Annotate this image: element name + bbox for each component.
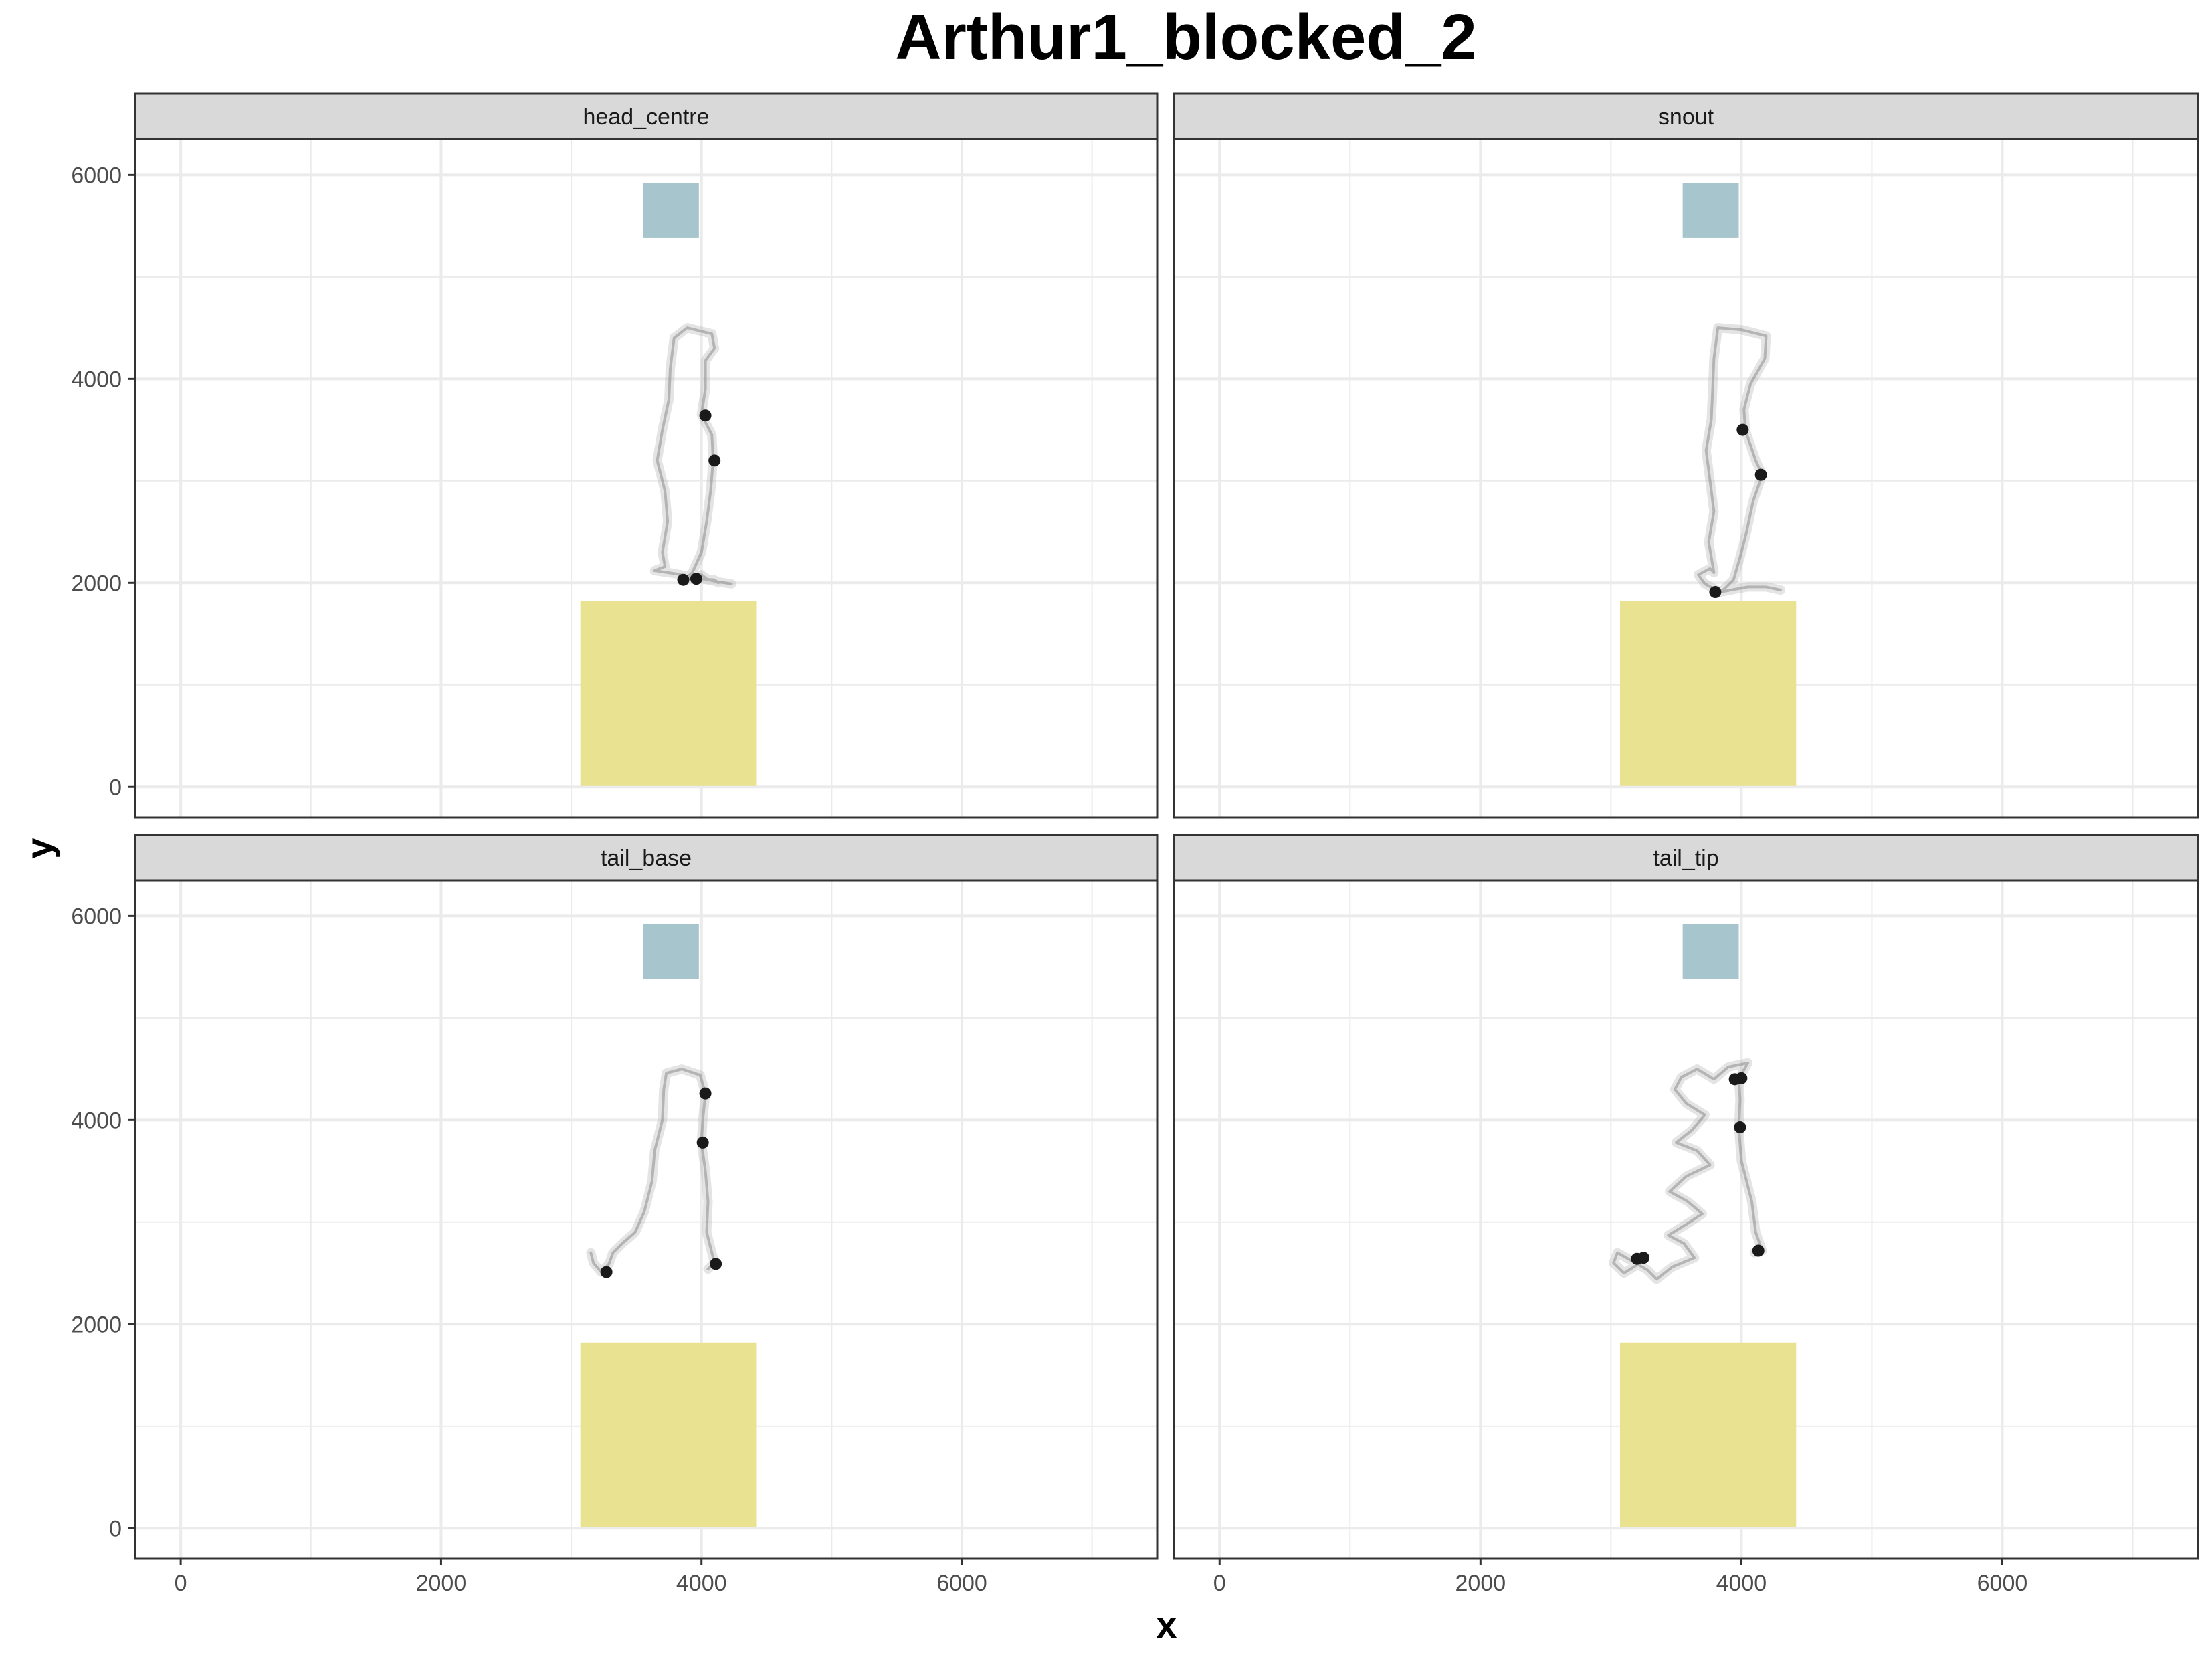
dwell-point	[710, 1258, 722, 1270]
facet-strip	[1173, 92, 2199, 140]
facet-strip	[134, 92, 1159, 140]
track-path	[1697, 326, 1782, 595]
y-tick-label: 4000	[71, 367, 122, 392]
dwell-point	[677, 573, 690, 586]
y-tick-label: 0	[109, 775, 122, 800]
panel-border	[1173, 138, 2199, 819]
dwell-point	[1637, 1252, 1650, 1264]
x-tick-label: 6000	[1977, 1571, 2028, 1596]
dwell-point	[699, 1087, 712, 1100]
x-tick-label: 2000	[416, 1571, 467, 1596]
facet-strip-label: tail_base	[601, 846, 692, 871]
x-axis-title: x	[1156, 1603, 1177, 1646]
facet-strip	[1173, 834, 2199, 882]
target-zone	[643, 924, 699, 979]
start-zone	[1620, 601, 1797, 786]
y-tick-label: 2000	[71, 1312, 122, 1337]
target-zone	[1682, 183, 1739, 238]
dwell-point	[600, 1266, 613, 1278]
x-tick-label: 0	[175, 1571, 187, 1596]
dwell-point	[1709, 586, 1722, 599]
facet-tail_tip: tail_tip 0 2000 4000 6000	[1173, 834, 2199, 1596]
x-tick-label: 4000	[1716, 1571, 1767, 1596]
y-tick-label: 6000	[71, 163, 122, 188]
start-zone	[580, 1342, 757, 1527]
target-zone	[643, 183, 699, 238]
dwell-point	[1734, 1121, 1746, 1134]
facet-snout: snout	[1173, 92, 2199, 819]
facet-strip	[134, 834, 1159, 882]
x-tick-label: 6000	[936, 1571, 987, 1596]
start-zone	[580, 601, 757, 786]
y-axis-title: y	[18, 838, 60, 858]
y-tick-label: 0	[109, 1516, 122, 1541]
x-tick-label: 4000	[676, 1571, 727, 1596]
dwell-point	[1735, 1072, 1748, 1084]
facet-strip-label: snout	[1658, 104, 1714, 130]
track-path	[1612, 1061, 1764, 1281]
track-path	[589, 1068, 716, 1274]
chart-title: Arthur1_blocked_2	[895, 1, 1477, 73]
dwell-point	[699, 409, 712, 422]
start-zone	[1620, 1342, 1797, 1527]
facet-strip-label: tail_tip	[1653, 846, 1718, 871]
facet-strip-label: head_centre	[583, 104, 709, 130]
y-tick-label: 4000	[71, 1108, 122, 1133]
panel-border	[134, 138, 1159, 819]
panel-border	[1173, 879, 2199, 1560]
y-tick-label: 6000	[71, 904, 122, 929]
facet-panels: head_centre 0 2000 4000 6000 snout tail_base 0 2…	[71, 92, 2199, 1596]
panel-border	[134, 879, 1159, 1560]
dwell-point	[1736, 423, 1749, 436]
dwell-point	[1752, 1244, 1765, 1257]
x-tick-label: 0	[1213, 1571, 1226, 1596]
dwell-point	[708, 454, 721, 467]
dwell-point	[690, 573, 702, 585]
dwell-point	[1754, 468, 1767, 481]
x-tick-label: 2000	[1455, 1571, 1506, 1596]
facet-tail_base: tail_base 0 2000 4000 6000 0 2000 4000 6000	[71, 834, 1159, 1596]
target-zone	[1682, 924, 1739, 979]
dwell-point	[696, 1136, 709, 1149]
facet-head_centre: head_centre 0 2000 4000 6000	[71, 92, 1159, 819]
y-tick-label: 2000	[71, 571, 122, 596]
